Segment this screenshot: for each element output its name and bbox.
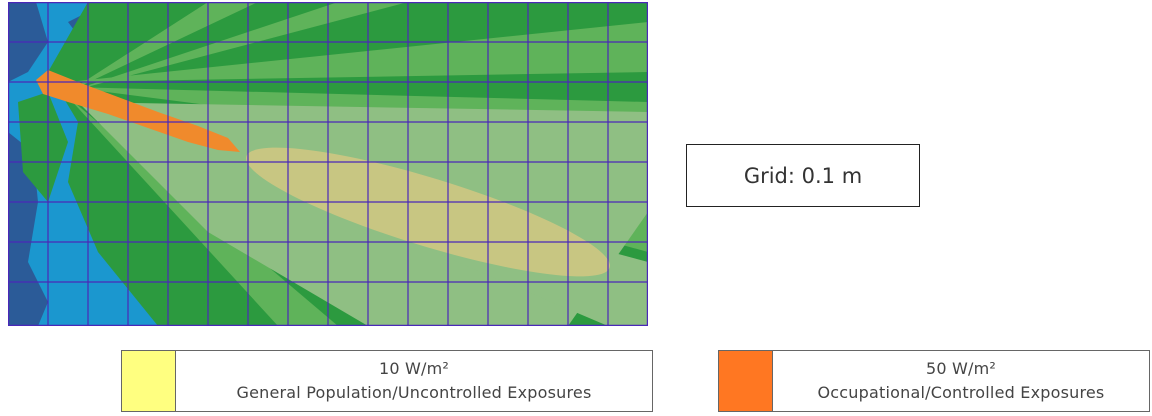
exposure-contour-plot — [8, 2, 648, 326]
legend-description: General Population/Uncontrolled Exposure… — [236, 383, 592, 402]
light-green-ray — [68, 22, 648, 82]
light-green-ray — [68, 2, 408, 92]
legend-value: 10 W/m² — [378, 359, 450, 378]
dark-blue-region — [8, 132, 48, 326]
legend-general-population: 10 W/m² General Population/Uncontrolled … — [121, 350, 653, 412]
legend-text: 50 W/m² Occupational/Controlled Exposure… — [773, 351, 1149, 411]
grid-lines — [8, 2, 648, 326]
legend-value: 50 W/m² — [925, 359, 997, 378]
legend-swatch-orange — [719, 351, 773, 411]
green-region — [18, 92, 68, 202]
light-green-ray — [68, 2, 258, 92]
legend-description: Occupational/Controlled Exposures — [817, 383, 1105, 402]
grid-size-text: Grid: 0.1 m — [743, 163, 863, 188]
legend-text: 10 W/m² General Population/Uncontrolled … — [176, 351, 652, 411]
legend-occupational: 50 W/m² Occupational/Controlled Exposure… — [718, 350, 1150, 412]
fifty-w-zone — [36, 70, 240, 152]
grid-size-label: Grid: 0.1 m — [686, 144, 920, 207]
ten-w-zone — [246, 147, 610, 277]
legend-swatch-yellow — [122, 351, 176, 411]
